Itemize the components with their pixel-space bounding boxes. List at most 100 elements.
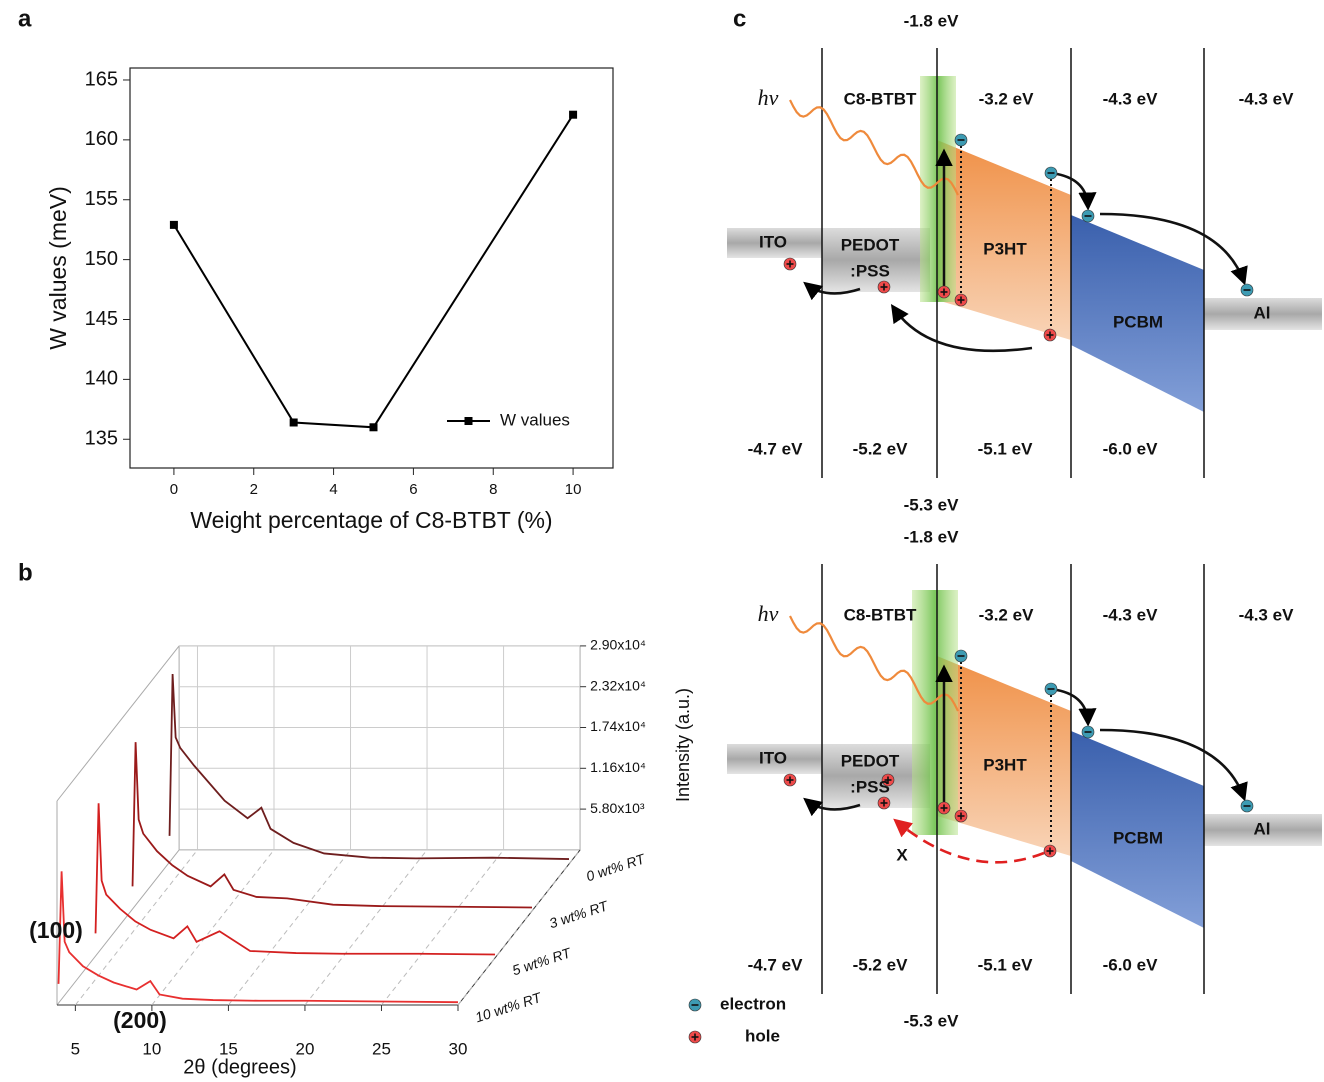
electron-arrow [1099,728,1248,802]
y-tick-label: 1.16x10⁴ [590,759,646,775]
x-tick-label: 20 [295,1039,314,1058]
blocked-hole-arrow [893,818,1045,864]
diagram-label: hole [745,1026,780,1045]
diagram-label: -4.3 eV [1103,605,1158,624]
diagram-label: C8-BTBT [844,605,917,624]
xrd-curve [94,803,496,956]
series-label: 5 wt% RT [510,944,574,978]
diagram-label: PCBM [1113,312,1163,331]
diagram-label: -6.0 eV [1103,439,1158,458]
diagram-label: PEDOT [841,235,900,254]
diagram-label: Al [1254,303,1271,322]
y-tick-label: 140 [85,368,118,390]
p3ht-band [937,656,1071,856]
peak-label: (200) [113,1007,167,1033]
diagram-label: P3HT [983,755,1027,774]
xrd-curve [131,742,533,909]
diagram-label: -5.1 eV [978,955,1033,974]
xrd-curve [168,674,570,860]
diagram-label: -4.3 eV [1239,605,1294,624]
diagram-label: ITO [759,232,787,251]
diagram-label: -1.8 eV [904,527,959,546]
diagram-label: -6.0 eV [1103,955,1158,974]
floor-grid-line [381,849,504,1006]
hole-arrow [890,303,1033,353]
floor-grid-line [304,849,428,1006]
diagram-label: -4.3 eV [1239,89,1294,108]
electron-arrow [1099,212,1248,286]
panel-label: c [733,5,746,32]
diagram-label: -4.3 eV [1103,89,1158,108]
al-level [1204,298,1322,330]
y-tick-label: 155 [85,188,118,210]
x-axis-title: Weight percentage of C8-BTBT (%) [190,507,552,533]
pcbm-band [1071,731,1204,928]
data-point [289,418,298,427]
diagram-label: -5.2 eV [853,955,908,974]
diagram-label: P3HT [983,239,1027,258]
floor-grid-line [457,849,581,1006]
series-label: 3 wt% RT [547,897,611,931]
x-tick-label: 6 [409,481,417,498]
series-label: 10 wt% RT [473,989,544,1026]
y-tick-label: 2.90x10⁴ [590,637,646,653]
x-tick-label: 8 [489,481,497,498]
x-tick-label: 10 [565,481,582,498]
diagram-label: electron [720,994,786,1013]
pedot-level [822,228,930,292]
wall-edge [56,645,180,802]
floor-grid-line [74,849,198,1006]
diagram-label: -4.7 eV [748,955,803,974]
plot-frame [129,67,614,469]
diagram-label: -5.1 eV [978,439,1033,458]
panel-label: a [18,5,32,32]
diagram-label: hν [758,85,779,110]
x-tick-label: 0 [170,481,178,498]
x-tick-label: 4 [329,481,337,498]
y-axis-title: Intensity (a.u.) [673,688,693,802]
hole-arrow [803,281,861,301]
y-tick-label: 160 [85,128,118,150]
x-tick-label: 15 [219,1039,238,1058]
diagram-label: PCBM [1113,828,1163,847]
electron-arrow [1056,688,1097,727]
c8btbt-band [912,590,958,835]
x-axis-title: 2θ (degrees) [183,1056,296,1078]
y-tick-label: 1.74x10⁴ [590,718,646,734]
series-label: 0 wt% RT [584,850,648,884]
legend-marker [464,417,473,425]
ito-level [727,744,822,774]
diagram-label: -5.2 eV [853,439,908,458]
data-point [569,110,578,119]
photon-wave [789,615,959,712]
diagram-label: :PSS [850,777,890,796]
x-tick-label: 5 [71,1039,80,1058]
diagram-label: PEDOT [841,751,900,770]
p3ht-band [937,140,1071,340]
y-tick-label: 5.80x10³ [590,800,645,816]
data-line [173,114,574,429]
diagram-label: -5.3 eV [904,495,959,514]
ito-level [727,228,822,258]
peak-label: (100) [29,917,83,943]
al-level [1204,814,1322,846]
diagram-label: :PSS [850,261,890,280]
wall-edge [56,849,180,1006]
diagram-label: ITO [759,748,787,767]
diagram-label: C8-BTBT [844,89,917,108]
diagram-label: -5.3 eV [904,1011,959,1030]
diagram-label: -4.7 eV [748,439,803,458]
x-tick-label: 25 [372,1039,391,1058]
diagram-label: -3.2 eV [979,89,1034,108]
data-point [369,423,378,432]
legend-label: W values [500,410,570,429]
y-axis-title: W values (meV) [45,186,71,350]
photon-wave [789,99,959,196]
hole-arrow [803,797,861,817]
y-tick-label: 2.32x10⁴ [590,677,646,693]
y-tick-label: 150 [85,248,118,270]
x-tick-label: 30 [449,1039,468,1058]
diagram-label: -1.8 eV [904,11,959,30]
floor-grid-line [151,849,275,1006]
